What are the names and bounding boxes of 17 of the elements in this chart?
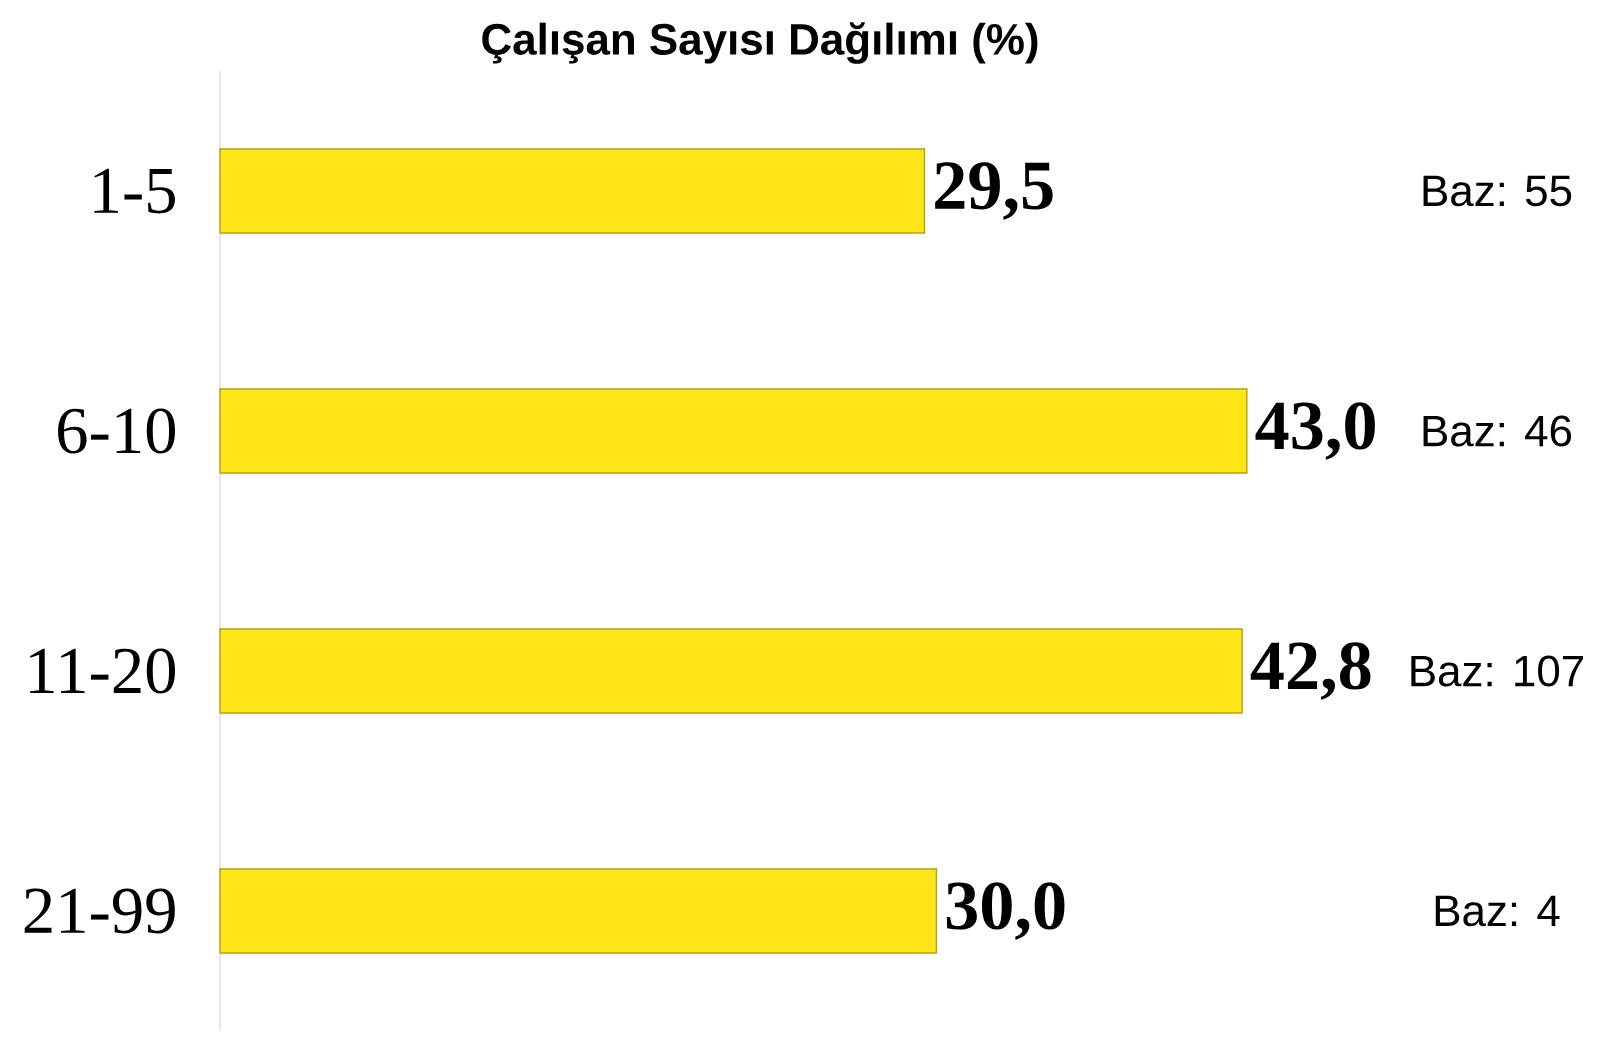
data-label: 43,0 xyxy=(1255,402,1375,460)
data-label: 29,5 xyxy=(935,162,1053,220)
y-tick-label: 6-10 xyxy=(58,408,176,454)
data-label: 30,0 xyxy=(946,882,1065,940)
y-tick-label: 1-5 xyxy=(94,168,175,214)
bar xyxy=(219,388,1248,474)
bar xyxy=(219,148,926,234)
text: Baz: 4 xyxy=(1435,895,1560,927)
y-tick-label: 11-20 xyxy=(30,648,176,694)
chart-title: Çalışan Sayısı Dağılımı (%) xyxy=(482,22,1038,64)
data-label: 42,8 xyxy=(1250,642,1371,700)
y-tick-label: 21-99 xyxy=(24,888,175,934)
text: Baz: 46 xyxy=(1423,415,1572,447)
bar xyxy=(219,868,938,954)
text: Baz: 107 xyxy=(1411,655,1584,687)
bar xyxy=(219,628,1243,714)
text: Baz: 55 xyxy=(1423,175,1572,207)
